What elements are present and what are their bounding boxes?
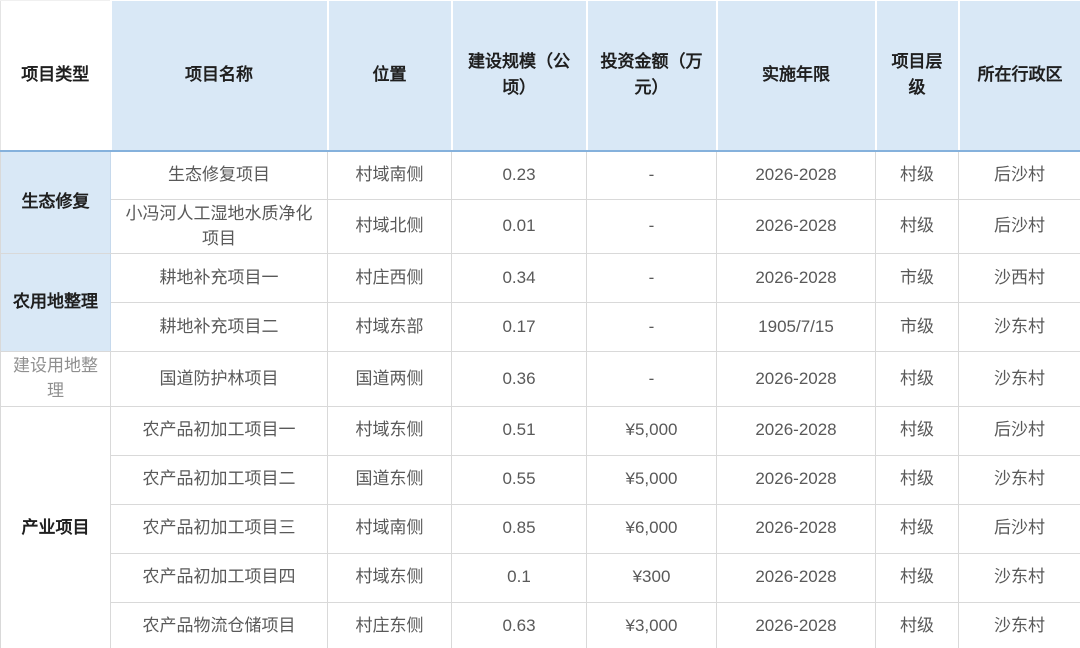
cell-level: 村级	[875, 150, 959, 200]
table-row: 产业项目 农产品初加工项目一 村域东侧 0.51 ¥5,000 2026-202…	[0, 405, 1080, 648]
cell-scale: 0.23	[451, 150, 587, 200]
table-row: 农产品物流仓储项目 村庄东侧 0.63 ¥3,000 2026-2028 村级 …	[1, 601, 1080, 648]
cell-project-name: 小冯河人工湿地水质净化项目	[110, 198, 328, 255]
cell-investment: -	[586, 351, 717, 407]
cell-scale: 0.51	[451, 405, 587, 456]
cell-location: 村域东侧	[327, 405, 452, 456]
header-row: 项目类型 项目名称 位置 建设规模（公顷） 投资金额（万元） 实施年限 项目层级…	[0, 0, 1080, 152]
table-row: 建设用地整理 国道防护林项目 国道两侧 0.36 - 2026-2028 村级 …	[0, 351, 1080, 407]
cell-project-name: 农产品初加工项目一	[110, 405, 328, 456]
header-cell-investment: 投资金额（万元）	[586, 0, 718, 152]
type-cell-construction-land: 建设用地整理	[0, 351, 111, 407]
cell-district: 沙东村	[958, 351, 1080, 407]
cell-location: 村域北侧	[327, 198, 452, 255]
cell-years: 2026-2028	[716, 552, 876, 603]
cell-project-name: 农产品初加工项目二	[110, 454, 328, 505]
cell-investment: ¥300	[586, 552, 717, 603]
header-cell-location: 位置	[327, 0, 453, 152]
table-row: 耕地补充项目二 村域东部 0.17 - 1905/7/15 市级 沙东村	[1, 302, 1080, 353]
table-body: 生态修复 生态修复项目 村域南侧 0.23 - 2026-2028 村级 后沙村…	[0, 149, 1080, 648]
cell-investment: ¥5,000	[586, 405, 717, 456]
cell-location: 村域东部	[327, 302, 452, 353]
cell-scale: 0.55	[451, 454, 587, 505]
cell-level: 村级	[875, 601, 959, 648]
table-row: 农用地整理 耕地补充项目一 村庄西侧 0.34 - 2026-2028 市级 沙…	[0, 253, 1080, 353]
cell-level: 村级	[875, 405, 959, 456]
cell-level: 村级	[875, 503, 959, 554]
cell-investment: -	[586, 150, 717, 200]
cell-location: 村庄西侧	[327, 253, 452, 304]
cell-project-name: 国道防护林项目	[110, 351, 328, 407]
cell-years: 2026-2028	[716, 351, 876, 407]
cell-project-name: 农产品初加工项目四	[110, 552, 328, 603]
cell-district: 后沙村	[958, 405, 1080, 456]
cell-location: 村域东侧	[327, 552, 452, 603]
cell-scale: 0.17	[451, 302, 587, 353]
cell-level: 市级	[875, 253, 959, 304]
cell-level: 村级	[875, 454, 959, 505]
cell-investment: -	[586, 253, 717, 304]
cell-years: 2026-2028	[716, 405, 876, 456]
cell-scale: 0.1	[451, 552, 587, 603]
cell-location: 村域南侧	[327, 150, 452, 200]
cell-project-name: 耕地补充项目二	[110, 302, 328, 353]
cell-scale: 0.36	[451, 351, 587, 407]
table-row: 农产品初加工项目四 村域东侧 0.1 ¥300 2026-2028 村级 沙东村	[1, 552, 1080, 603]
cell-scale: 0.34	[451, 253, 587, 304]
cell-project-name: 耕地补充项目一	[110, 253, 328, 304]
cell-location: 国道两侧	[327, 351, 452, 407]
header-cell-scale: 建设规模（公顷）	[451, 0, 588, 152]
table-header: 项目类型 项目名称 位置 建设规模（公顷） 投资金额（万元） 实施年限 项目层级…	[0, 0, 1080, 152]
cell-scale: 0.85	[451, 503, 587, 554]
cell-project-name: 生态修复项目	[110, 150, 328, 200]
cell-investment: -	[586, 302, 717, 353]
header-cell-district: 所在行政区	[958, 0, 1080, 152]
cell-level: 村级	[875, 552, 959, 603]
table-row: 农产品初加工项目二 国道东侧 0.55 ¥5,000 2026-2028 村级 …	[1, 454, 1080, 505]
header-cell-years: 实施年限	[716, 0, 877, 152]
cell-scale: 0.01	[451, 198, 587, 255]
header-cell-project-type: 项目类型	[0, 0, 112, 152]
cell-level: 市级	[875, 302, 959, 353]
table-row: 农产品初加工项目三 村域南侧 0.85 ¥6,000 2026-2028 村级 …	[1, 503, 1080, 554]
cell-years: 2026-2028	[716, 454, 876, 505]
cell-location: 村域南侧	[327, 503, 452, 554]
cell-district: 沙西村	[958, 253, 1080, 304]
cell-location: 村庄东侧	[327, 601, 452, 648]
header-cell-level: 项目层级	[875, 0, 960, 152]
cell-district: 沙东村	[958, 302, 1080, 353]
cell-years: 2026-2028	[716, 150, 876, 200]
cell-district: 后沙村	[958, 198, 1080, 255]
cell-project-name: 农产品初加工项目三	[110, 503, 328, 554]
type-cell-ecological-restoration: 生态修复	[0, 149, 111, 255]
cell-district: 后沙村	[958, 150, 1080, 200]
cell-investment: ¥3,000	[586, 601, 717, 648]
cell-years: 1905/7/15	[716, 302, 876, 353]
table-row: 生态修复 生态修复项目 村域南侧 0.23 - 2026-2028 村级 后沙村	[0, 149, 1080, 255]
cell-years: 2026-2028	[716, 601, 876, 648]
cell-district: 后沙村	[958, 503, 1080, 554]
cell-years: 2026-2028	[716, 503, 876, 554]
cell-location: 国道东侧	[327, 454, 452, 505]
cell-scale: 0.63	[451, 601, 587, 648]
cell-level: 村级	[875, 351, 959, 407]
cell-level: 村级	[875, 198, 959, 255]
table-row: 小冯河人工湿地水质净化项目 村域北侧 0.01 - 2026-2028 村级 后…	[1, 198, 1080, 255]
cell-district: 沙东村	[958, 454, 1080, 505]
cell-project-name: 农产品物流仓储项目	[110, 601, 328, 648]
cell-investment: -	[586, 198, 717, 255]
cell-investment: ¥5,000	[586, 454, 717, 505]
cell-district: 沙东村	[958, 601, 1080, 648]
type-cell-industry: 产业项目	[0, 405, 111, 648]
cell-district: 沙东村	[958, 552, 1080, 603]
cell-investment: ¥6,000	[586, 503, 717, 554]
cell-years: 2026-2028	[716, 253, 876, 304]
cell-years: 2026-2028	[716, 198, 876, 255]
type-cell-agricultural-land: 农用地整理	[0, 253, 111, 353]
header-cell-project-name: 项目名称	[110, 0, 329, 152]
